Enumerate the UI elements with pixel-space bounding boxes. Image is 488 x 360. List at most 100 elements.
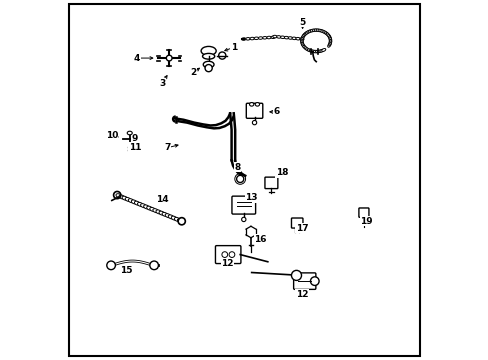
Ellipse shape: [149, 207, 155, 211]
Text: 8: 8: [234, 163, 240, 172]
Ellipse shape: [262, 36, 266, 39]
Ellipse shape: [300, 39, 303, 43]
Ellipse shape: [311, 50, 315, 53]
Ellipse shape: [300, 41, 303, 45]
Text: 2: 2: [190, 68, 196, 77]
Ellipse shape: [322, 31, 326, 34]
Ellipse shape: [314, 29, 319, 31]
Ellipse shape: [316, 29, 321, 32]
Ellipse shape: [301, 36, 303, 40]
Ellipse shape: [245, 37, 250, 40]
Ellipse shape: [156, 210, 161, 214]
Ellipse shape: [295, 37, 300, 40]
Circle shape: [218, 52, 225, 59]
Ellipse shape: [310, 29, 314, 32]
Ellipse shape: [165, 213, 170, 217]
Text: 7: 7: [164, 143, 170, 152]
Text: 17: 17: [295, 224, 307, 233]
Circle shape: [291, 270, 301, 280]
Ellipse shape: [320, 30, 325, 33]
Text: 5: 5: [299, 18, 305, 27]
Circle shape: [106, 261, 115, 270]
Text: 1: 1: [230, 43, 236, 52]
Ellipse shape: [272, 35, 277, 38]
FancyBboxPatch shape: [293, 273, 315, 289]
FancyBboxPatch shape: [231, 196, 255, 214]
Ellipse shape: [308, 50, 313, 52]
Text: 13: 13: [245, 193, 257, 202]
Ellipse shape: [327, 43, 330, 47]
Ellipse shape: [266, 36, 270, 39]
Ellipse shape: [305, 31, 308, 34]
Ellipse shape: [301, 35, 304, 39]
Circle shape: [166, 55, 172, 61]
Circle shape: [310, 277, 319, 285]
Ellipse shape: [302, 33, 305, 37]
Text: 16: 16: [254, 235, 266, 244]
Ellipse shape: [127, 131, 132, 135]
FancyBboxPatch shape: [215, 246, 241, 264]
Ellipse shape: [270, 36, 275, 39]
Ellipse shape: [308, 30, 312, 32]
Circle shape: [222, 252, 227, 257]
Ellipse shape: [328, 42, 331, 46]
Text: 4: 4: [133, 54, 140, 63]
Ellipse shape: [122, 196, 127, 200]
Ellipse shape: [315, 50, 319, 53]
Circle shape: [149, 261, 158, 270]
Ellipse shape: [317, 50, 321, 53]
FancyBboxPatch shape: [358, 208, 368, 217]
Ellipse shape: [303, 32, 306, 36]
Ellipse shape: [258, 37, 262, 39]
Text: 18: 18: [275, 168, 288, 177]
FancyBboxPatch shape: [246, 103, 262, 118]
Ellipse shape: [306, 30, 310, 33]
Ellipse shape: [304, 47, 307, 50]
Ellipse shape: [312, 29, 316, 31]
Text: 14: 14: [156, 195, 169, 204]
Text: 10: 10: [105, 131, 118, 140]
Ellipse shape: [168, 215, 173, 219]
Ellipse shape: [177, 219, 183, 222]
Ellipse shape: [325, 33, 329, 36]
Ellipse shape: [305, 48, 309, 51]
Ellipse shape: [276, 36, 281, 38]
Ellipse shape: [202, 53, 214, 59]
Ellipse shape: [327, 35, 330, 40]
Ellipse shape: [328, 37, 331, 41]
Ellipse shape: [119, 195, 124, 199]
Ellipse shape: [254, 37, 258, 40]
Ellipse shape: [159, 211, 164, 215]
Ellipse shape: [302, 45, 306, 49]
Ellipse shape: [301, 42, 304, 46]
Ellipse shape: [280, 36, 284, 39]
Ellipse shape: [128, 199, 134, 203]
Ellipse shape: [299, 38, 304, 40]
Ellipse shape: [291, 37, 296, 40]
Ellipse shape: [241, 38, 245, 40]
Ellipse shape: [328, 40, 331, 44]
Ellipse shape: [249, 103, 253, 106]
Ellipse shape: [162, 212, 167, 216]
Ellipse shape: [284, 36, 288, 39]
Ellipse shape: [201, 46, 216, 55]
Text: 19: 19: [359, 217, 372, 226]
Ellipse shape: [140, 204, 146, 208]
Text: 6: 6: [273, 107, 279, 116]
Circle shape: [228, 252, 234, 257]
Ellipse shape: [134, 201, 140, 205]
Circle shape: [241, 217, 245, 222]
Ellipse shape: [307, 49, 311, 52]
Ellipse shape: [146, 206, 152, 210]
Circle shape: [204, 64, 212, 72]
Ellipse shape: [301, 44, 305, 48]
Text: 12: 12: [221, 259, 233, 268]
Ellipse shape: [313, 50, 317, 53]
Ellipse shape: [131, 200, 137, 204]
Text: 15: 15: [120, 266, 132, 275]
Ellipse shape: [287, 37, 292, 39]
Ellipse shape: [324, 32, 327, 35]
Circle shape: [252, 121, 256, 125]
Ellipse shape: [321, 49, 325, 51]
Text: 11: 11: [129, 143, 141, 152]
